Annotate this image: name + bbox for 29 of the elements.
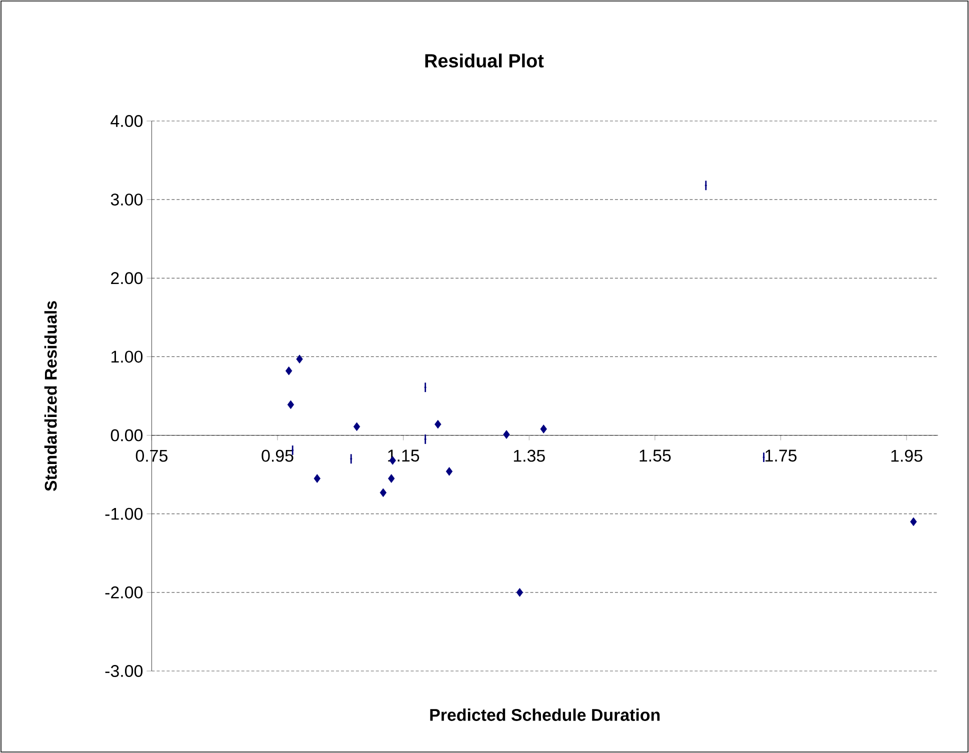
point bbox=[388, 474, 395, 483]
point bbox=[380, 488, 387, 498]
point bbox=[296, 354, 303, 364]
x-tick-label: 1.75 bbox=[766, 450, 797, 462]
point bbox=[434, 420, 442, 429]
point bbox=[314, 474, 320, 483]
point bbox=[285, 366, 292, 376]
y-tick-label: 4.00 bbox=[110, 115, 143, 127]
point bbox=[353, 422, 360, 432]
y-axis-title: Standardized Residuals bbox=[44, 301, 57, 492]
point bbox=[287, 400, 294, 410]
y-tick-label: 2.00 bbox=[111, 272, 143, 284]
point bbox=[910, 517, 917, 526]
x-tick-label: 1.55 bbox=[640, 450, 671, 462]
x-tick-label: 1.35 bbox=[514, 450, 545, 462]
x-tick-label: 1.95 bbox=[891, 450, 922, 462]
y-tick-label: -2.00 bbox=[105, 586, 143, 598]
point bbox=[446, 467, 453, 476]
x-axis-title: Predicted Schedule Duration bbox=[430, 708, 660, 721]
point bbox=[516, 588, 524, 597]
point bbox=[503, 430, 510, 439]
y-tick-label: 1.00 bbox=[112, 350, 143, 363]
y-tick-label: 0.00 bbox=[110, 429, 143, 442]
y-tick-label: -1.00 bbox=[105, 508, 143, 520]
point bbox=[540, 424, 547, 434]
x-tick-label: 0.95 bbox=[262, 450, 294, 462]
y-tick-label: 3.00 bbox=[110, 194, 143, 206]
chart-title: Residual Plot bbox=[425, 54, 544, 68]
y-tick-label: -3.00 bbox=[105, 665, 143, 677]
